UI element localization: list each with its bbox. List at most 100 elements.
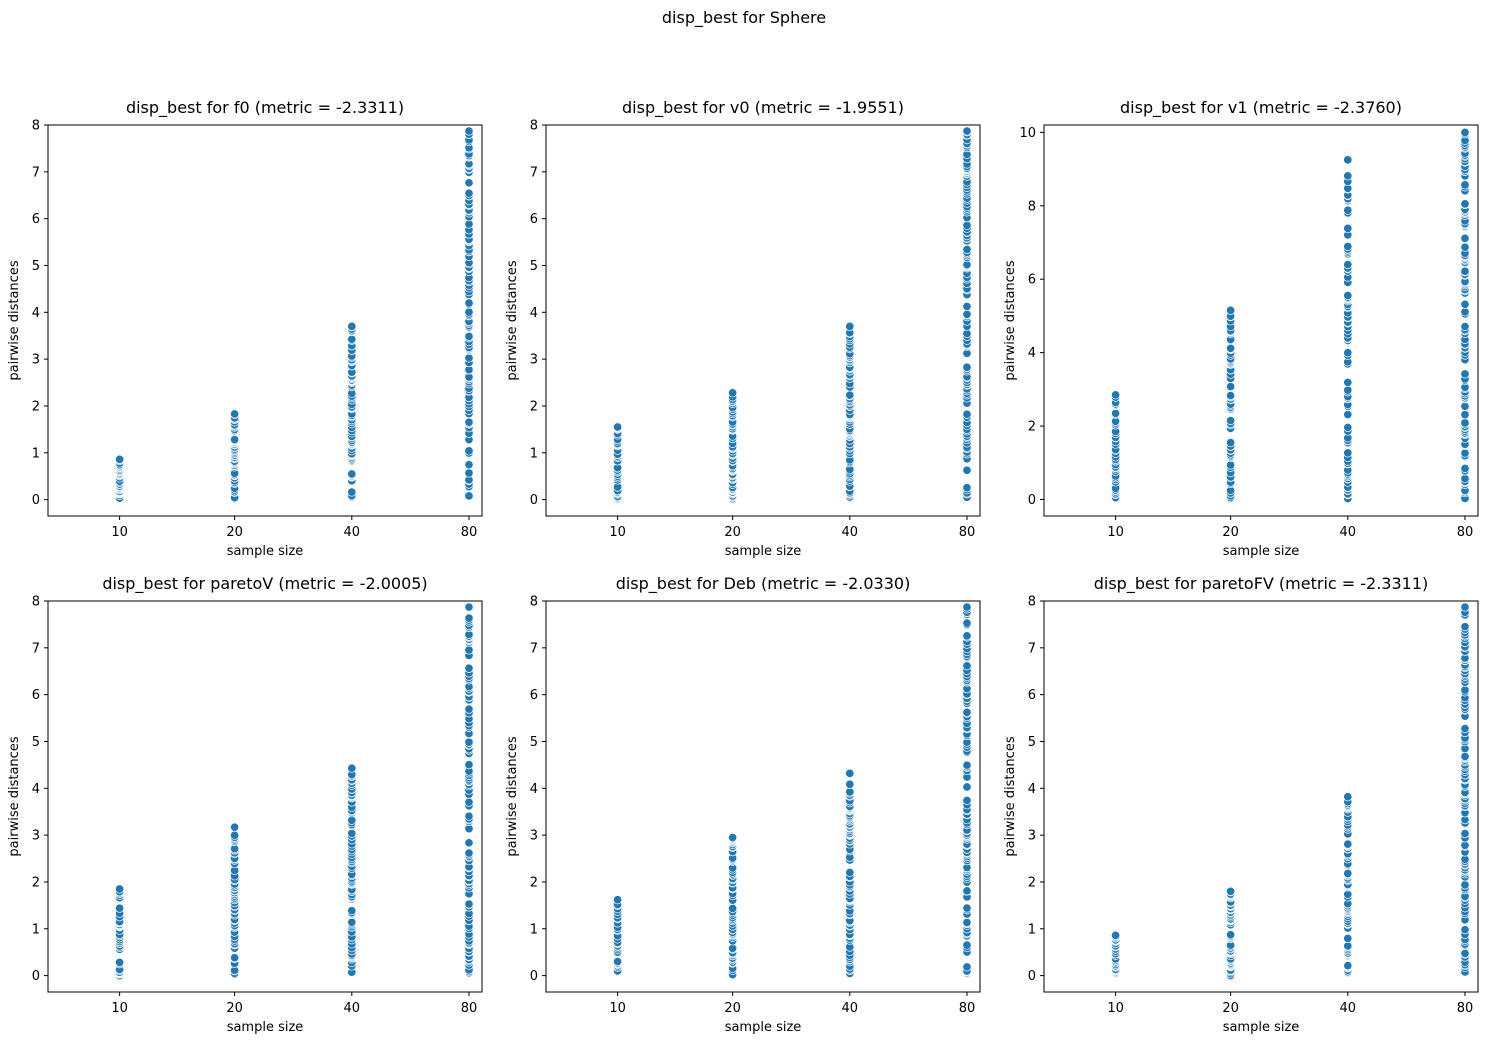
data-point [1460,233,1470,243]
plot-frame [545,600,981,993]
data-point [1460,401,1470,411]
data-point [1460,410,1470,420]
data-point [464,811,474,821]
y-tick-label: 10 [1019,126,1036,141]
data-point [962,602,972,612]
data-point [347,906,357,916]
data-point [1343,290,1353,301]
subplot-3: disp_best for v1 (metric = -2.3760) 0 2 4 6 8… [1003,98,1479,559]
x-tick-label: 80 [1457,525,1474,540]
y-tick-label: 2 [32,875,40,890]
y-tick-label: 8 [32,595,40,610]
y-tick-label: 7 [32,165,40,180]
data-point [962,301,972,311]
data-point [1460,925,1470,935]
data-point [845,787,855,797]
subplot-5: disp_best for Deb (metric = -2.0330) 0 1 2 3… [505,574,981,1035]
plot-frame [545,124,981,517]
data-point [962,661,972,671]
y-tick-label: 6 [530,688,538,703]
x-tick-label: 80 [461,525,478,540]
data-point [464,331,474,341]
plot-frame [1043,124,1479,517]
y-tick-label: 5 [1028,735,1036,750]
figure-title: disp_best for Sphere [661,8,827,27]
y-tick-label: 3 [32,353,40,368]
data-point [845,867,855,878]
y-tick-label: 4 [1028,782,1036,797]
x-tick-label: 40 [344,525,361,540]
subplot-6: disp_best for paretoFV (metric = -2.3311… [1003,574,1479,1035]
subplot-title: disp_best for paretoV (metric = -2.0005) [102,574,427,594]
data-point [1460,880,1470,890]
data-point [962,760,972,770]
y-axis-label: pairwise distances [1003,736,1018,856]
x-axis-label: sample size [227,544,304,559]
x-tick-label: 40 [842,525,859,540]
subplot-title: disp_best for f0 (metric = -2.3311) [126,98,404,118]
x-tick-label: 80 [1457,1001,1474,1016]
data-point [962,707,972,717]
y-tick-label: 1 [530,446,538,461]
data-point [230,822,240,832]
data-point [464,417,474,427]
y-tick-label: 3 [530,353,538,368]
x-tick-label: 10 [1107,1001,1124,1016]
x-tick-label: 10 [111,1001,128,1016]
subplot-title: disp_best for Deb (metric = -2.0330) [616,574,911,594]
data-point [1460,622,1470,632]
data-point [1343,260,1353,270]
y-axis-label: pairwise distances [505,260,520,380]
data-point [1460,299,1470,309]
subplot-title: disp_best for v0 (metric = -1.9551) [622,98,904,118]
y-tick-label: 0 [32,969,40,984]
data-point [464,460,474,470]
y-tick-label: 7 [530,165,538,180]
y-tick-label: 5 [530,735,538,750]
y-axis-label: pairwise distances [7,260,22,380]
data-point [115,454,125,464]
data-point [1343,941,1353,951]
x-tick-label: 40 [842,1001,859,1016]
data-point [1343,868,1353,879]
y-tick-label: 2 [530,875,538,890]
y-tick-label: 5 [32,735,40,750]
subplot-title: disp_best for v1 (metric = -2.3760) [1120,98,1402,118]
data-point [1343,448,1353,458]
data-point [613,422,623,432]
y-tick-label: 6 [32,212,40,227]
subplot-2: disp_best for v0 (metric = -1.9551) 0 1 2 3 4… [505,98,981,559]
data-point [845,768,855,778]
data-point [962,362,972,372]
y-tick-label: 2 [530,399,538,414]
data-point [464,188,474,198]
plot-frame [47,124,483,517]
data-point [1460,474,1470,484]
subplot-1: disp_best for f0 (metric = -2.3311) 0 1 2 3 4… [7,98,483,559]
data-point [1226,886,1236,896]
data-point [464,704,474,714]
data-point [464,178,474,188]
data-point [1343,933,1353,943]
data-point [1460,266,1470,276]
data-point [1343,223,1353,233]
data-point [347,763,357,773]
data-point [230,409,240,419]
x-tick-label: 20 [226,1001,243,1016]
data-point [1460,685,1470,695]
data-point [1460,418,1470,428]
data-point [1460,180,1470,190]
x-axis-label: sample size [725,1020,802,1035]
data-point [1460,322,1470,332]
y-tick-label: 8 [32,119,40,134]
data-point [1343,385,1353,395]
data-point [1460,199,1470,209]
y-tick-label: 7 [32,641,40,656]
data-point [464,848,474,858]
data-point [1460,463,1470,473]
x-tick-label: 40 [1340,525,1357,540]
x-tick-label: 40 [344,1001,361,1016]
data-point [845,321,855,331]
